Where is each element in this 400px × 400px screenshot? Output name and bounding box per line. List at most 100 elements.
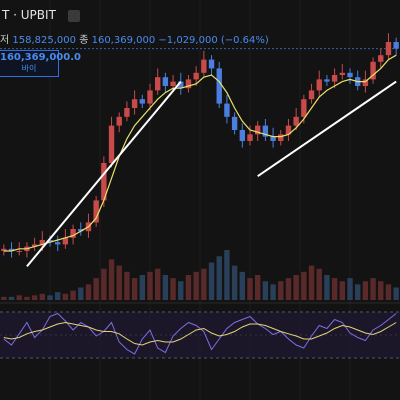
candle-body <box>301 99 307 117</box>
volume-bar <box>339 281 345 300</box>
candle-body <box>339 72 345 75</box>
trendline <box>26 80 182 268</box>
candle-body <box>193 72 199 80</box>
candle-body <box>370 61 376 80</box>
volume-bar <box>316 268 322 300</box>
change-value: −1,029,000 (−0.64%) <box>158 35 269 46</box>
volume-bar <box>108 259 115 300</box>
candle-body <box>201 59 207 73</box>
volume-bar <box>285 278 292 300</box>
symbol-title[interactable]: T · UPBIT <box>2 8 56 22</box>
volume-bar <box>131 278 138 300</box>
volume-bar <box>162 275 169 300</box>
volume-bar <box>170 278 176 300</box>
candle-body <box>39 240 45 245</box>
buy-price-box[interactable]: 160,369,000.0 바이 <box>0 50 81 77</box>
candle-body <box>155 77 161 91</box>
volume-bar <box>1 296 7 300</box>
volume-bar <box>370 278 376 300</box>
candle-body <box>378 55 384 62</box>
volume-bar <box>16 295 22 300</box>
volume-bar <box>8 296 15 300</box>
volume-bar <box>278 281 284 300</box>
candle-body <box>147 90 153 104</box>
volume-bar <box>331 278 338 300</box>
candle-body <box>385 42 392 56</box>
candle-body <box>224 103 230 117</box>
volume-bar <box>347 278 353 300</box>
volume-bar <box>201 268 207 300</box>
moving-average-line <box>3 54 397 252</box>
rsi-signal-line <box>3 321 397 346</box>
volume-bar <box>62 293 69 300</box>
buy-price-value: 160,369,000.0 <box>0 52 81 63</box>
volume-bar <box>231 265 238 300</box>
volume-bar <box>78 287 84 300</box>
candle-body <box>331 75 338 82</box>
candle-body <box>47 240 53 243</box>
candlesticks <box>1 33 399 258</box>
volume-bar <box>324 275 330 300</box>
volume-bar <box>293 275 299 300</box>
close-value: 160,369,000 <box>91 35 156 46</box>
volume-bar <box>47 295 53 300</box>
candle-body <box>247 134 253 141</box>
candle-body <box>70 229 76 238</box>
candle-body <box>108 125 115 163</box>
volume-bar <box>393 287 399 300</box>
volume-bar <box>362 281 369 300</box>
candle-body <box>285 125 292 135</box>
candle-body <box>131 99 138 108</box>
volume-bar <box>308 265 315 300</box>
volume-bar <box>101 268 107 300</box>
candle-body <box>78 229 84 232</box>
candle-body <box>239 130 245 141</box>
candle-body <box>116 116 122 126</box>
volume-bar <box>216 256 222 300</box>
candle-body <box>16 251 22 252</box>
volume-bar <box>262 281 269 300</box>
close-label: 종 <box>79 35 89 46</box>
low-value: 158,825,000 <box>12 35 77 46</box>
ohlc-readout: 저 158,825,000 종 160,369,000 −1,029,000 (… <box>0 31 269 46</box>
volume-bar <box>239 271 245 300</box>
candle-body <box>8 248 15 251</box>
volume-bar <box>31 295 38 300</box>
volume-bar <box>116 265 122 300</box>
candle-body <box>178 81 184 89</box>
buy-label: 바이 <box>21 64 37 73</box>
volume-bar <box>93 278 99 300</box>
candle-body <box>393 42 399 49</box>
candle-body <box>308 90 315 100</box>
low-label: 저 <box>0 35 10 46</box>
volume-bar <box>155 268 161 300</box>
candle-body <box>162 77 169 86</box>
candle-body <box>262 125 269 137</box>
candle-body <box>255 125 261 135</box>
candle-body <box>324 79 330 82</box>
candle-body <box>231 116 238 130</box>
volume-bar <box>193 271 199 300</box>
candle-body <box>62 237 69 245</box>
candle-body <box>124 108 130 117</box>
candle-body <box>270 136 276 141</box>
volume-bar <box>139 275 145 300</box>
chart-header: T · UPBIT <box>0 8 80 22</box>
volume-bar <box>255 275 261 300</box>
volume-bar <box>39 293 45 300</box>
candle-body <box>362 79 369 86</box>
candle-body <box>31 244 38 247</box>
candle-body <box>1 248 7 251</box>
candle-body <box>347 72 353 78</box>
volume-bar <box>301 271 307 300</box>
candle-body <box>101 163 107 201</box>
trendlines <box>26 80 397 268</box>
candle-body <box>278 134 284 141</box>
candle-body <box>139 99 145 104</box>
watchlist-toggle-icon[interactable] <box>67 9 80 22</box>
rsi-line <box>3 312 397 355</box>
volume-bar <box>355 284 361 300</box>
volume-bars <box>1 250 399 300</box>
volume-bar <box>178 281 184 300</box>
